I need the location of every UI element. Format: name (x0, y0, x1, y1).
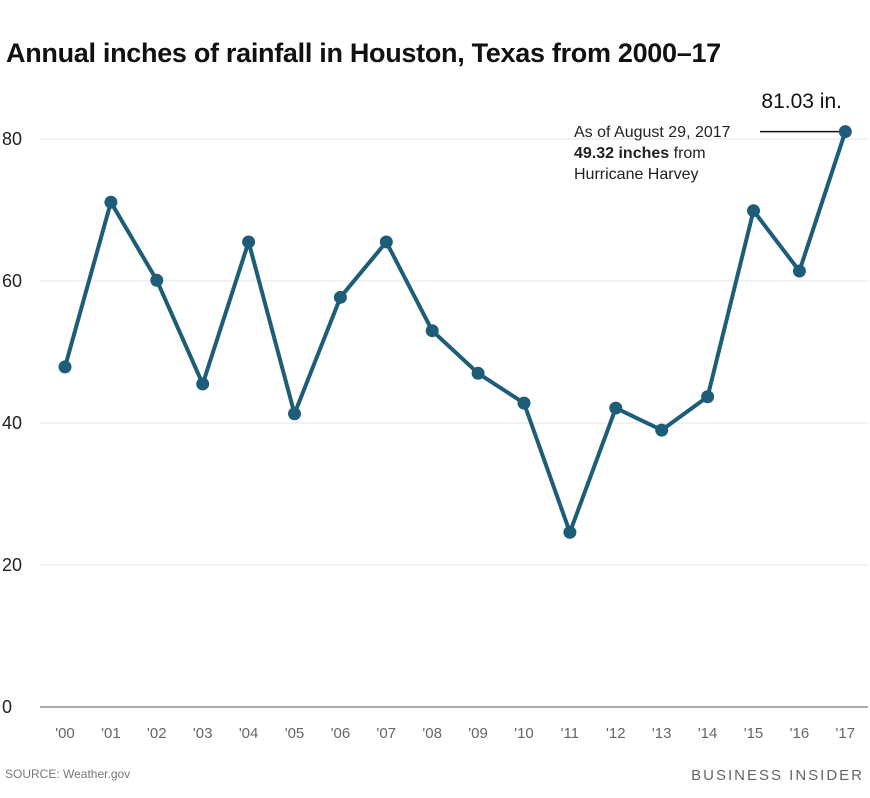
data-point (517, 396, 531, 410)
data-point (471, 366, 485, 380)
data-point (609, 401, 623, 415)
data-point (425, 324, 439, 338)
y-tick-label: 40 (2, 413, 22, 433)
x-tick-label: '16 (790, 725, 810, 742)
data-point (655, 423, 669, 437)
annotation-line3: Hurricane Harvey (574, 166, 699, 183)
x-tick-label: '10 (514, 725, 534, 742)
brand-logo: BUSINESS INSIDER (691, 767, 864, 784)
x-tick-label: '00 (55, 725, 75, 742)
annotation-line2: from (669, 145, 706, 162)
y-tick-label: 80 (2, 129, 22, 149)
x-tick-label: '01 (101, 725, 121, 742)
y-tick-label: 20 (2, 555, 22, 575)
x-tick-label: '06 (331, 725, 351, 742)
x-tick-label: '12 (606, 725, 626, 742)
x-tick-label: '05 (285, 725, 305, 742)
data-point (792, 264, 806, 278)
data-point (379, 235, 393, 249)
annotation-value: 81.03 in. (761, 90, 842, 113)
x-tick-label: '04 (239, 725, 259, 742)
data-point (196, 377, 210, 391)
data-point (288, 407, 301, 421)
x-tick-label: '13 (652, 725, 672, 742)
annotation-bold: 49.32 inches (574, 145, 670, 162)
data-point (747, 204, 760, 218)
annotation-text: As of August 29, 2017 49.32 inches from … (574, 122, 731, 185)
series-line (63, 131, 848, 535)
x-tick-label: '11 (561, 725, 579, 742)
x-tick-label: '15 (744, 725, 764, 742)
x-tick-label: '07 (377, 725, 397, 742)
x-tick-label: '14 (698, 725, 718, 742)
chart-title: Annual inches of rainfall in Houston, Te… (6, 38, 721, 68)
y-tick-label: 60 (2, 271, 22, 291)
annotation-line1: As of August 29, 2017 (574, 124, 731, 141)
source-note: SOURCE: Weather.gov (5, 767, 131, 781)
data-point (58, 360, 72, 374)
x-tick-label: '03 (193, 725, 213, 742)
data-point (701, 390, 715, 404)
data-point (150, 273, 164, 287)
data-point (838, 125, 852, 139)
data-point (104, 195, 118, 209)
x-tick-label: '02 (147, 725, 167, 742)
y-tick-label: 0 (2, 697, 12, 717)
x-tick-label: '09 (468, 725, 488, 742)
x-tick-label: '17 (836, 725, 856, 742)
data-point (333, 290, 347, 304)
data-point (563, 525, 577, 539)
data-point (242, 235, 256, 249)
x-tick-label: '08 (422, 725, 442, 742)
